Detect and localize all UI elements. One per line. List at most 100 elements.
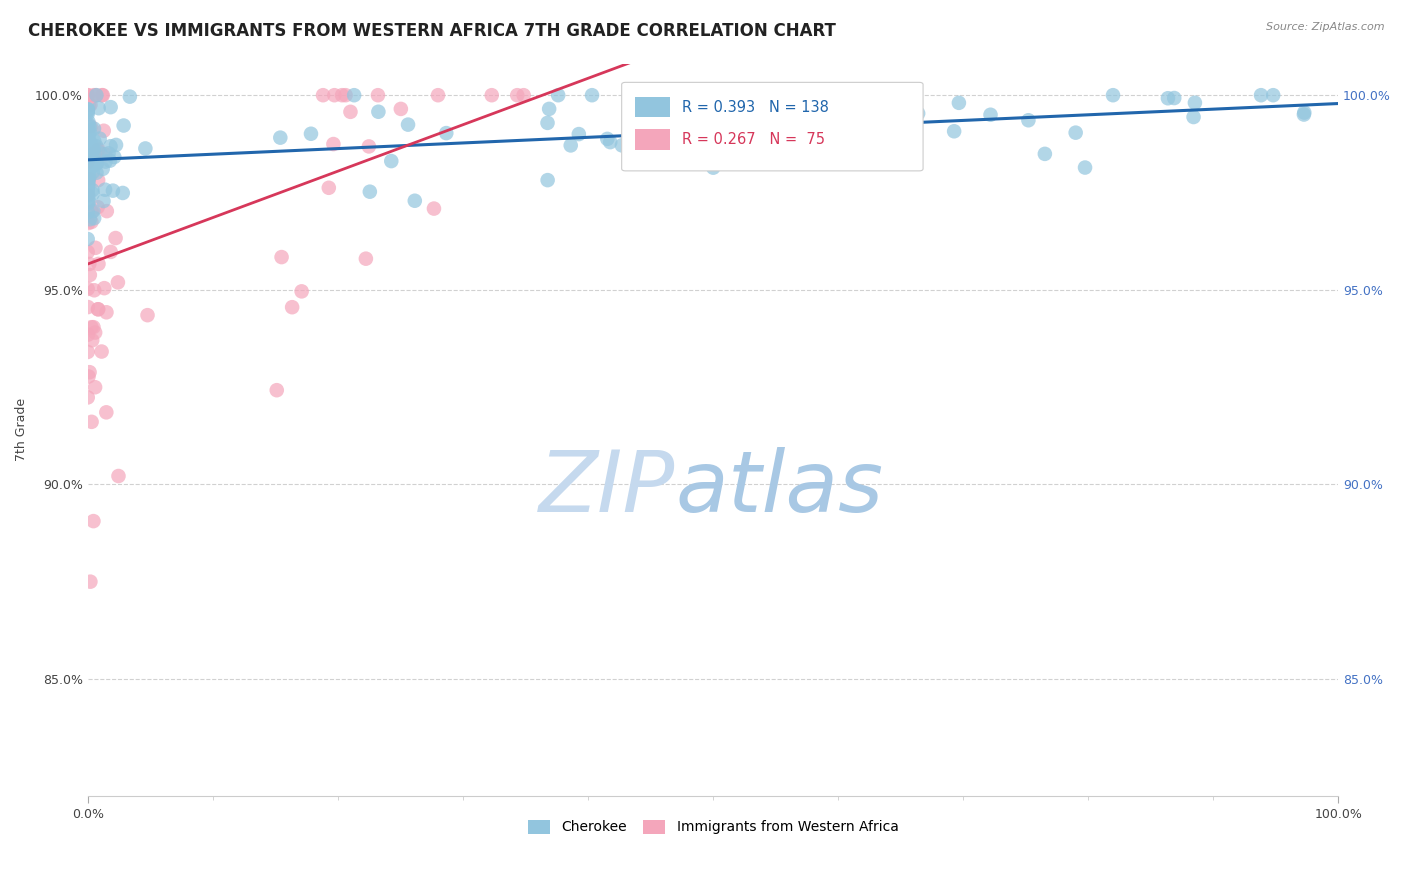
Point bbox=[76, 103, 98, 117]
Text: R = 0.267   N =  75: R = 0.267 N = 75 bbox=[682, 132, 825, 147]
Point bbox=[77, 188, 100, 202]
Point bbox=[76, 107, 98, 121]
Point bbox=[679, 136, 702, 151]
Point bbox=[76, 154, 98, 169]
Point bbox=[76, 171, 98, 186]
Point bbox=[90, 146, 112, 161]
Point bbox=[636, 140, 658, 154]
Point bbox=[91, 88, 114, 103]
Point bbox=[82, 165, 104, 179]
Point bbox=[359, 185, 381, 199]
Point bbox=[100, 100, 122, 114]
Point bbox=[76, 148, 98, 162]
Text: ZIP: ZIP bbox=[540, 447, 675, 530]
Point bbox=[647, 93, 669, 107]
Point bbox=[77, 141, 100, 155]
Point bbox=[1102, 88, 1125, 103]
Point bbox=[83, 134, 105, 148]
Point bbox=[76, 178, 98, 193]
Point bbox=[84, 326, 107, 340]
Point bbox=[568, 127, 591, 141]
Point bbox=[82, 183, 104, 197]
Point bbox=[79, 157, 101, 171]
Point bbox=[84, 380, 107, 394]
Point bbox=[841, 131, 863, 145]
Point bbox=[111, 186, 134, 200]
Point bbox=[76, 156, 98, 170]
FancyBboxPatch shape bbox=[621, 82, 924, 171]
Point bbox=[83, 88, 105, 103]
Point bbox=[76, 155, 98, 169]
Point bbox=[86, 144, 108, 158]
Point bbox=[77, 327, 100, 342]
Point bbox=[1033, 147, 1056, 161]
Point bbox=[343, 88, 366, 103]
Point bbox=[77, 369, 100, 384]
Point bbox=[76, 139, 98, 153]
Point bbox=[77, 127, 100, 141]
Point bbox=[82, 160, 104, 174]
Point bbox=[86, 139, 108, 153]
Point bbox=[80, 204, 103, 219]
Point bbox=[610, 138, 633, 153]
Point bbox=[83, 283, 105, 297]
Point bbox=[299, 127, 322, 141]
Point bbox=[91, 161, 114, 176]
Point bbox=[77, 167, 100, 181]
Point bbox=[82, 203, 104, 218]
Point bbox=[87, 143, 110, 157]
Point bbox=[709, 126, 731, 140]
Point bbox=[77, 150, 100, 164]
Point bbox=[1263, 88, 1285, 103]
Point bbox=[76, 391, 98, 405]
Point bbox=[1017, 113, 1039, 128]
Point bbox=[77, 148, 100, 162]
Point bbox=[330, 88, 353, 103]
Point bbox=[79, 147, 101, 161]
FancyBboxPatch shape bbox=[636, 129, 671, 150]
Point bbox=[76, 88, 98, 103]
Point bbox=[77, 163, 100, 178]
Point bbox=[77, 118, 100, 132]
Point bbox=[136, 308, 159, 322]
Point bbox=[104, 231, 127, 245]
Point bbox=[907, 106, 929, 120]
Text: CHEROKEE VS IMMIGRANTS FROM WESTERN AFRICA 7TH GRADE CORRELATION CHART: CHEROKEE VS IMMIGRANTS FROM WESTERN AFRI… bbox=[28, 22, 837, 40]
Point bbox=[82, 514, 104, 528]
Point bbox=[96, 405, 118, 419]
Point bbox=[112, 119, 135, 133]
Point bbox=[323, 88, 346, 103]
Point bbox=[91, 88, 114, 103]
Point bbox=[94, 154, 117, 169]
Point bbox=[79, 125, 101, 139]
Point bbox=[86, 200, 108, 214]
Point bbox=[93, 281, 115, 295]
Point bbox=[1250, 88, 1272, 103]
Point bbox=[367, 88, 389, 103]
Point bbox=[702, 96, 724, 111]
Text: R = 0.393   N = 138: R = 0.393 N = 138 bbox=[682, 100, 828, 115]
Point bbox=[82, 143, 104, 157]
Point bbox=[396, 118, 419, 132]
Legend: Cherokee, Immigrants from Western Africa: Cherokee, Immigrants from Western Africa bbox=[522, 814, 904, 840]
Point bbox=[79, 120, 101, 134]
Point bbox=[506, 88, 529, 103]
Point bbox=[77, 102, 100, 116]
Point bbox=[367, 104, 389, 119]
Point bbox=[77, 158, 100, 172]
Point bbox=[599, 135, 621, 149]
Point bbox=[87, 302, 110, 317]
Point bbox=[596, 132, 619, 146]
Point bbox=[76, 182, 98, 196]
Point bbox=[82, 151, 104, 165]
Point bbox=[100, 244, 122, 259]
Point bbox=[1292, 107, 1315, 121]
Point bbox=[77, 171, 100, 186]
Point bbox=[1157, 91, 1180, 105]
Point bbox=[77, 130, 100, 145]
Point bbox=[76, 103, 98, 117]
Point bbox=[404, 194, 426, 208]
Text: atlas: atlas bbox=[675, 447, 883, 530]
Point bbox=[76, 131, 98, 145]
Point bbox=[76, 104, 98, 119]
